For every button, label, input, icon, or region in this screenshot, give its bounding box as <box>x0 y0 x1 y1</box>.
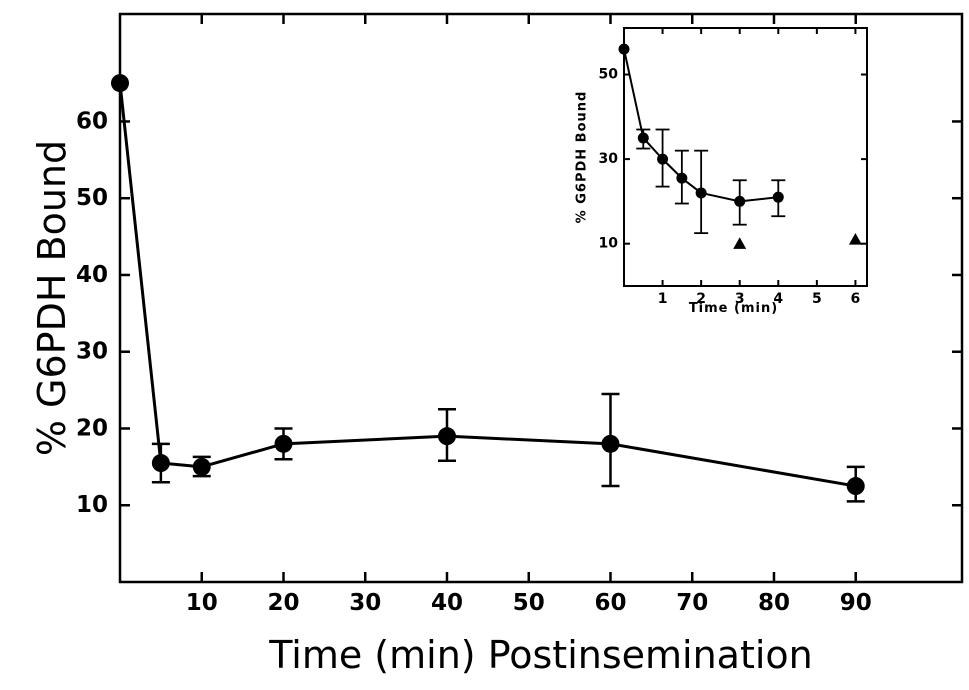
main-y-tick-label: 20 <box>76 415 108 441</box>
inset-x-tick-label: 4 <box>773 291 783 307</box>
main-x-tick-label: 80 <box>758 590 790 616</box>
main-y-tick-label: 40 <box>76 262 108 288</box>
main-x-tick-label: 10 <box>186 590 218 616</box>
main-data-point <box>111 74 129 93</box>
main-x-tick-label: 40 <box>431 590 463 616</box>
inset-x-tick-label: 3 <box>735 291 745 307</box>
main-y-axis-label: % G6PDH Bound <box>30 140 74 456</box>
inset-x-tick-label: 6 <box>851 291 861 307</box>
inset-y-tick-label: 10 <box>599 236 619 252</box>
main-y-tick-label: 50 <box>76 185 108 211</box>
inset-data-point <box>734 195 746 207</box>
inset-triangle-point <box>848 232 862 245</box>
main-data-point <box>151 454 170 473</box>
inset-triangle-point <box>733 237 747 249</box>
main-x-tick-label: 30 <box>349 590 381 616</box>
main-data-point <box>601 434 620 453</box>
main-x-tick-label: 60 <box>594 590 626 616</box>
main-data-point <box>846 477 865 496</box>
inset-x-tick-label: 5 <box>812 291 822 307</box>
main-data-point <box>274 434 293 453</box>
main-data-point <box>437 427 456 446</box>
inset-y-tick-label: 30 <box>599 151 619 167</box>
main-x-axis-label: Time (min) Postinsemination <box>268 633 813 677</box>
inset-data-point <box>772 191 784 203</box>
inset-y-axis-label: % G6PDH Bound <box>575 91 590 224</box>
main-y-tick-label: 60 <box>76 108 108 134</box>
inset-data-point <box>618 43 630 55</box>
main-series-line <box>118 82 856 488</box>
main-y-tick-label: 10 <box>76 492 108 518</box>
inset-data-point <box>676 172 688 184</box>
main-x-tick-label: 50 <box>513 590 545 616</box>
inset-data-point <box>695 187 707 199</box>
main-x-tick-label: 70 <box>676 590 708 616</box>
main-data-point <box>192 457 211 476</box>
main-axes-frame <box>118 12 964 584</box>
inset-x-axis-label: Time (min) <box>689 301 778 316</box>
inset-data-point <box>637 132 649 144</box>
inset-x-tick-label: 1 <box>658 291 668 307</box>
main-x-tick-label: 20 <box>267 590 299 616</box>
inset-data-point <box>657 153 669 165</box>
inset-x-tick-label: 2 <box>696 291 706 307</box>
inset-axes-frame <box>623 27 868 287</box>
inset-plot: 1 2 3 4 5 6 10 30 50 Time (min) % G6PDH Bound <box>575 27 868 316</box>
main-x-tick-label: 90 <box>840 590 872 616</box>
main-plot: 10 20 30 40 50 60 70 80 90 10 20 30 40 50 60 Time (min)… <box>30 12 964 677</box>
main-y-tick-label: 30 <box>76 339 108 365</box>
inset-y-tick-label: 50 <box>599 67 619 83</box>
